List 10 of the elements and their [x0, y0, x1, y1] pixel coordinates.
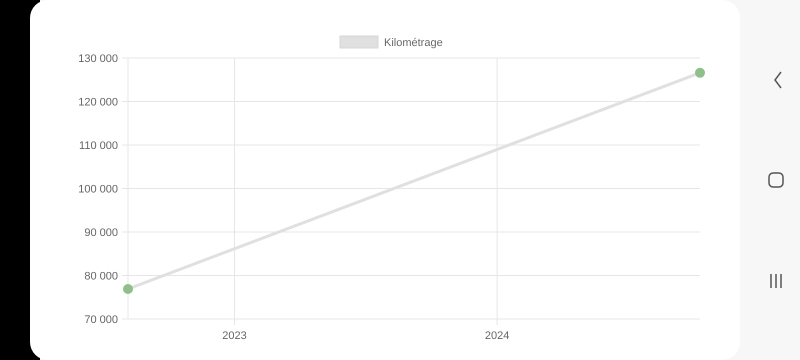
legend-label: Kilométrage	[384, 36, 443, 49]
x-tick-label: 2023	[222, 330, 247, 342]
y-tick-label: 100 000	[78, 183, 118, 196]
y-tick-label: 70 000	[84, 314, 118, 326]
y-tick-label: 80 000	[84, 270, 118, 282]
x-tick-label: 2024	[484, 330, 510, 342]
y-tick-label: 110 000	[79, 140, 118, 152]
y-tick-label: 120 000	[78, 96, 118, 108]
y-tick-label: 130 000	[78, 52, 118, 65]
y-tick-label: 90 000	[84, 226, 118, 239]
